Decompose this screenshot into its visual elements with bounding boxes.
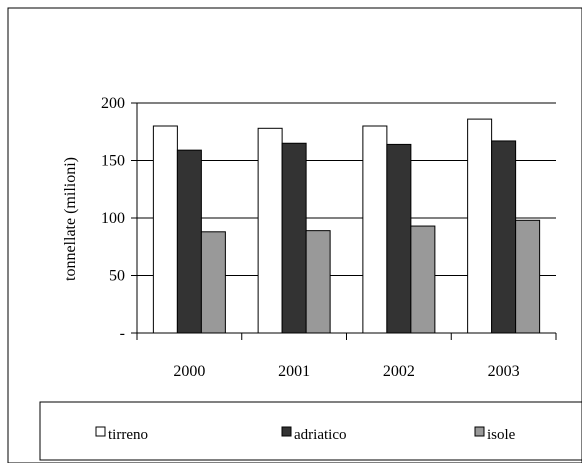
y-axis-label: tonnellate (milioni) [62, 157, 79, 281]
y-tick-label: 50 [109, 268, 125, 285]
legend-swatch-isole [474, 426, 485, 437]
bar-adriatico-2002 [386, 143, 412, 334]
bar-isole-2001 [305, 230, 331, 334]
bar-tirreno-2003 [467, 118, 493, 334]
legend-swatch-adriatico [281, 426, 292, 437]
legend-box [39, 401, 582, 461]
bar-adriatico-2001 [281, 142, 307, 334]
y-tick-label: 200 [101, 95, 125, 112]
bar-tirreno-2002 [362, 125, 388, 334]
bar-tirreno-2001 [257, 127, 283, 334]
legend-label-isole: isole [487, 427, 516, 443]
axes: - 50 100 150 200 2000 2001 2002 2003 [101, 95, 557, 380]
y-tick-label: - [120, 325, 125, 342]
bar-adriatico-2000 [176, 149, 202, 334]
bar-isole-2002 [410, 225, 436, 334]
bar-isole-2003 [515, 219, 541, 334]
legend-label-adriatico: adriatico [294, 427, 346, 443]
legend-label-tirreno: tirreno [108, 427, 148, 443]
y-tick-label: 100 [101, 210, 125, 227]
bar-adriatico-2003 [491, 140, 517, 334]
x-tick-label: 2002 [383, 363, 415, 380]
bar-isole-2000 [200, 231, 226, 334]
legend: tirreno adriatico isole [95, 426, 516, 443]
legend-swatch-tirreno [95, 426, 106, 437]
x-tick-label: 2003 [488, 363, 520, 380]
y-tick-label: 150 [101, 153, 125, 170]
x-tick-label: 2001 [278, 363, 310, 380]
x-tick-label: 2000 [173, 363, 205, 380]
bar-tirreno-2000 [152, 125, 178, 334]
bars [152, 118, 541, 334]
